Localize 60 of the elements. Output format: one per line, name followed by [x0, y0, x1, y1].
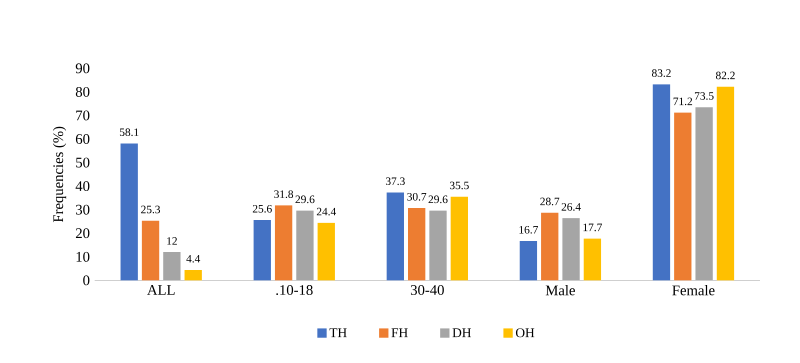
- data-label: 35.5: [450, 182, 469, 190]
- legend-label: FH: [391, 328, 408, 338]
- x-tick-label: .10-18: [276, 285, 313, 295]
- y-tick-label: 10: [76, 252, 90, 262]
- bar: [254, 220, 271, 280]
- bar: [541, 212, 558, 280]
- data-label: 37.3: [386, 177, 405, 186]
- bar: [318, 222, 335, 280]
- bar: [450, 196, 468, 280]
- x-tick-label: 30-40: [410, 285, 444, 295]
- y-tick-label: 50: [76, 158, 90, 168]
- data-label: 17.7: [583, 224, 602, 232]
- data-label: 71.2: [674, 98, 692, 106]
- legend-label: TH: [330, 328, 347, 338]
- data-label: 82.2: [716, 72, 735, 80]
- x-tick-label: Female: [672, 285, 715, 296]
- bar: [562, 218, 580, 280]
- y-tick-label: 20: [76, 228, 90, 238]
- bar: [584, 238, 602, 280]
- bar: [429, 210, 447, 280]
- bar: [652, 84, 670, 280]
- bar: [274, 205, 292, 280]
- y-tick-label: 70: [76, 110, 90, 120]
- bar: [163, 252, 181, 280]
- data-label: 25.6: [252, 204, 272, 213]
- bar: [408, 208, 426, 280]
- data-label: 29.6: [428, 196, 448, 204]
- y-tick-label: 40: [76, 181, 90, 192]
- data-label: 28.7: [540, 198, 560, 206]
- bar: [674, 112, 692, 280]
- bar: [296, 210, 314, 280]
- data-label: 26.4: [562, 203, 581, 211]
- y-tick-label: 60: [76, 134, 90, 144]
- bar: [716, 86, 734, 280]
- legend-label: DH: [452, 328, 472, 338]
- bar: [695, 107, 713, 280]
- bar: [386, 192, 404, 280]
- y-tick-label: 80: [76, 86, 90, 97]
- data-label: 25.3: [141, 206, 160, 214]
- bar: [142, 220, 160, 280]
- y-tick-label: 0: [83, 275, 90, 286]
- data-label: 24.4: [316, 208, 336, 216]
- y-axis-title: Frequencies (%): [52, 126, 66, 222]
- bar: [520, 240, 538, 280]
- y-tick-label: 90: [76, 63, 90, 74]
- x-tick-label: Male: [546, 285, 575, 296]
- data-label: 4.4: [186, 254, 200, 263]
- x-tick-label: ALL: [147, 285, 175, 295]
- legend-label: OH: [516, 328, 534, 338]
- bar: [120, 143, 138, 280]
- data-label: 16.7: [519, 226, 538, 234]
- data-label: 31.8: [274, 190, 294, 198]
- data-label: 73.5: [694, 92, 714, 100]
- data-label: 83.2: [652, 69, 671, 77]
- data-label: 58.1: [120, 128, 138, 136]
- data-label: 29.6: [296, 196, 315, 204]
- y-tick-label: 30: [76, 204, 90, 215]
- data-label: 30.7: [407, 192, 426, 201]
- data-label: 12: [167, 237, 177, 245]
- bar: [184, 270, 202, 280]
